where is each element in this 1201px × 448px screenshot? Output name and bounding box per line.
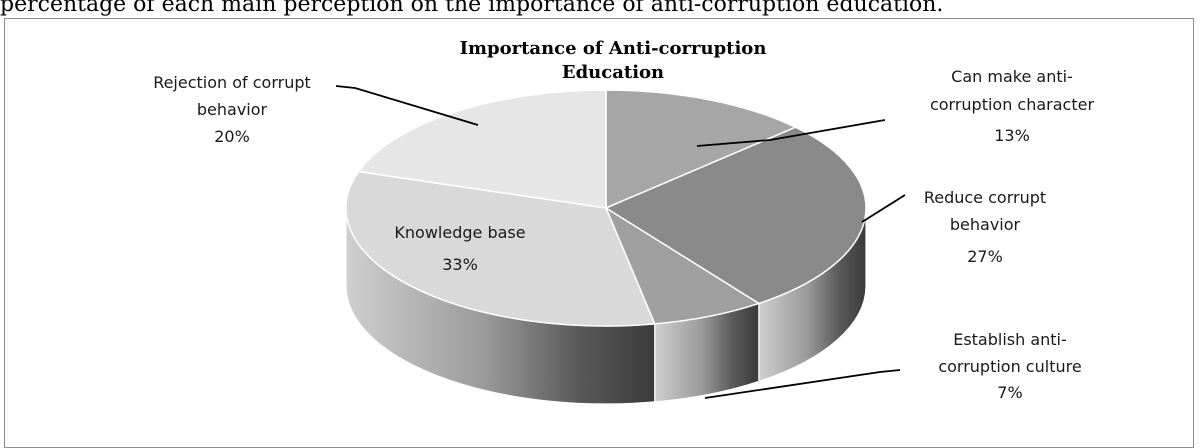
leader-line-4	[335, 85, 479, 126]
pie-chart: Can make anti-corruption character 13% Red…	[153, 67, 1094, 405]
slice-label-3: Knowledge base	[394, 223, 525, 242]
figure-caption: percentage of each main perception on th…	[0, 0, 944, 17]
slice-value-3: 33%	[442, 255, 478, 274]
slice-label-0: Can make anti-corruption character	[930, 67, 1095, 114]
slice-value-0: 13%	[994, 126, 1030, 145]
slice-3	[345, 170, 656, 327]
slice-labels: Can make anti-corruption character 13% Red…	[153, 67, 1094, 402]
leader-lines	[335, 85, 906, 399]
slice-value-4: 20%	[214, 127, 250, 146]
slice-label-2: Establish anti-corruption culture	[938, 330, 1081, 376]
leader-line-2	[704, 369, 901, 399]
slice-1	[604, 126, 867, 305]
slice-2	[604, 206, 761, 325]
leader-line-1	[861, 194, 906, 223]
slice-label-4: Rejection of corrupt behavior	[153, 73, 311, 119]
slice-0	[605, 89, 798, 210]
slice-label-1: Reduce corrupt behavior	[924, 188, 1046, 234]
slice-value-1: 27%	[967, 247, 1003, 266]
chart-title: Importance of Anti-corruption Education	[459, 38, 767, 83]
slice-4	[357, 89, 607, 209]
leader-line-0	[696, 119, 886, 147]
slice-value-2: 7%	[997, 383, 1022, 402]
pie-slices	[345, 89, 867, 327]
pie-sides	[345, 207, 867, 405]
